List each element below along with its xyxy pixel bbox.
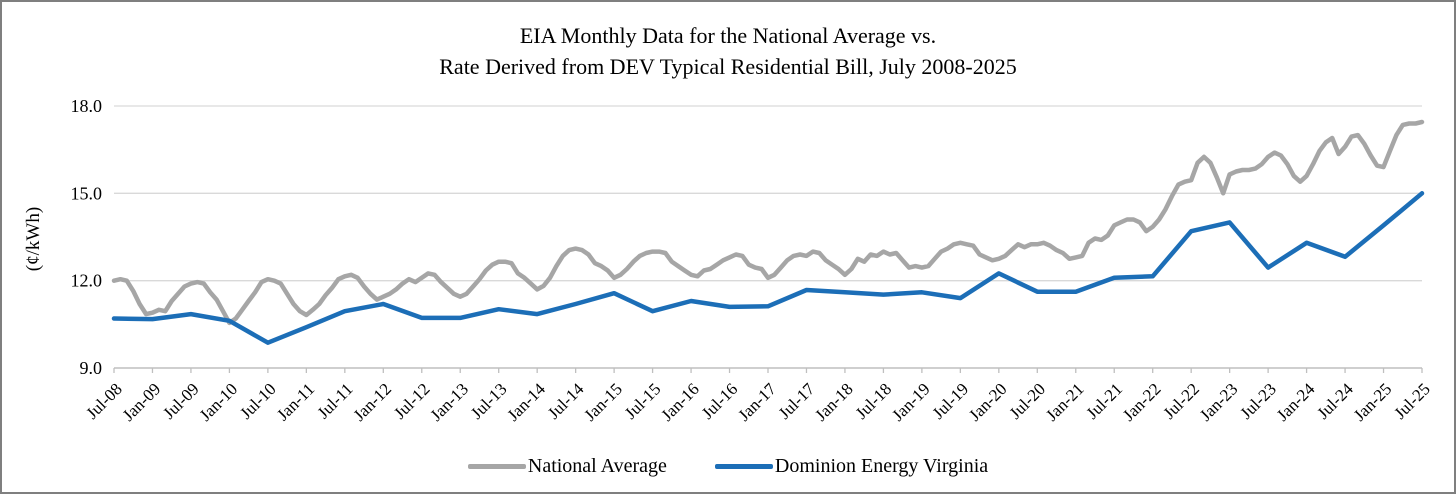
legend-item-dominion: Dominion Energy Virginia [714,455,989,478]
x-tick-label: Jul-16 [698,379,741,422]
x-tick-label: Jan-22 [1119,379,1164,424]
x-tick-label: Jul-18 [852,379,895,422]
x-tick-label: Jan-09 [119,379,164,424]
x-tick-label: Jan-24 [1273,379,1319,425]
chart-title-line2: Rate Derived from DEV Typical Residentia… [439,54,1017,79]
y-tick-label: 15.0 [71,183,103,203]
x-tick-label: Jan-18 [811,379,856,424]
x-tick-label: Jan-17 [734,379,780,425]
x-tick-label: Jul-21 [1083,379,1126,422]
national-average-line [111,119,1425,326]
x-tick-label: Jan-20 [965,379,1010,424]
x-tick-label: Jul-10 [236,379,279,422]
legend-label-national-average: National Average [527,455,667,477]
x-tick-label: Jul-23 [1236,379,1279,422]
x-tick-label: Jan-13 [427,379,472,424]
x-tick-label: Jan-19 [888,379,933,424]
chart-title: EIA Monthly Data for the National Averag… [2,20,1454,82]
legend-label-dominion: Dominion Energy Virginia [774,455,989,477]
x-tick-label: Jul-22 [1160,379,1203,422]
x-tick-label: Jul-25 [1390,379,1433,422]
x-tick-label: Jan-14 [504,379,550,425]
x-tick-label: Jul-17 [775,379,819,423]
x-tick-label: Jul-19 [929,379,972,422]
x-tick-label: Jul-09 [159,379,202,422]
x-tick-label: Jul-12 [390,379,433,422]
x-tick-label: Jan-21 [1042,379,1087,424]
national-average-line-swatch [467,464,526,469]
chart-title-line1: EIA Monthly Data for the National Averag… [519,23,937,48]
x-tick-label: Jan-25 [1350,379,1395,424]
x-tick-label: Jul-24 [1313,379,1357,423]
x-tick-label: Jul-11 [314,379,357,422]
dominion-line-swatch [714,464,773,469]
legend: National Average Dominion Energy Virgini… [2,455,1454,478]
x-tick-label: Jul-13 [467,379,510,422]
y-tick-label: 9.0 [80,358,103,378]
x-tick-label: Jul-15 [621,379,664,422]
x-tick-label: Jan-12 [350,379,395,424]
x-tick-label: Jul-14 [544,379,588,423]
y-tick-label: 12.0 [71,271,103,291]
x-tick-label: Jan-23 [1196,379,1241,424]
legend-item-national-average: National Average [467,455,667,478]
x-tick-label: Jul-08 [82,379,125,422]
x-tick-label: Jan-11 [273,379,318,424]
x-tick-label: Jul-20 [1006,379,1049,422]
x-tick-label: Jan-15 [580,379,625,424]
y-tick-label: 18.0 [71,96,103,116]
dominion-energy-virginia-line [111,191,1425,345]
x-tick-label: Jan-16 [657,379,702,424]
x-tick-label: Jan-10 [196,379,241,424]
